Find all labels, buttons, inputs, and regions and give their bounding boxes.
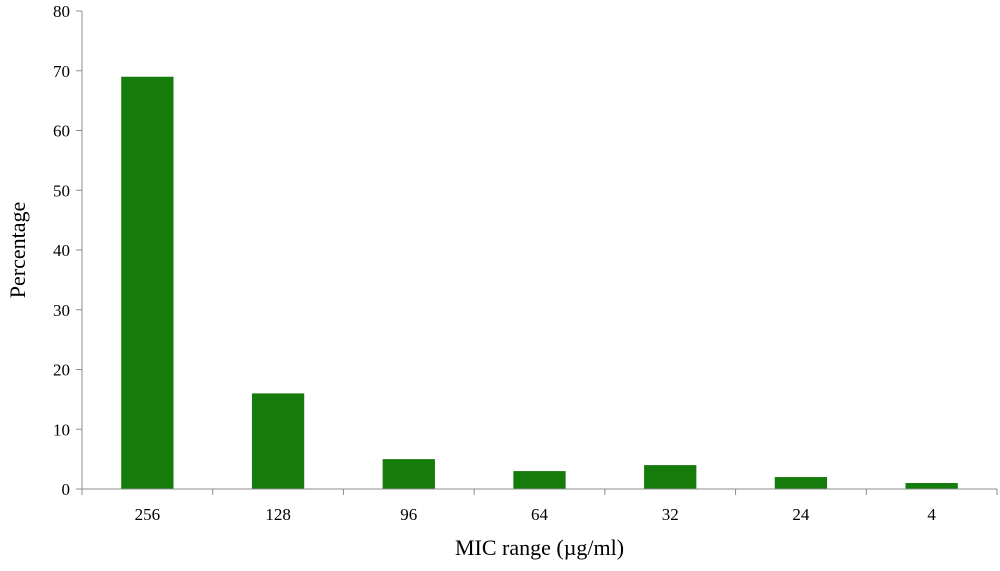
x-axis-ticks <box>81 489 998 495</box>
x-axis-title: MIC range (µg/ml) <box>455 535 624 560</box>
bar-32 <box>644 465 697 489</box>
x-tick-label: 96 <box>400 505 417 524</box>
x-tick-label: 64 <box>531 505 549 524</box>
bar-96 <box>382 459 435 489</box>
y-axis-ticks <box>76 10 82 490</box>
bars <box>121 76 958 489</box>
y-axis-tick-labels: 0 10 20 30 40 50 60 70 80 <box>53 2 70 499</box>
y-tick-label: 30 <box>53 301 70 320</box>
y-tick-label: 50 <box>53 181 70 200</box>
y-tick-label: 10 <box>53 420 70 439</box>
bar-24 <box>774 477 828 489</box>
bar-256 <box>121 76 174 489</box>
y-tick-label: 60 <box>53 122 70 141</box>
x-tick-label: 24 <box>792 505 810 524</box>
x-tick-label: 32 <box>662 505 679 524</box>
bar-4 <box>905 483 958 489</box>
bar-64 <box>513 471 566 489</box>
x-tick-label: 256 <box>135 505 161 524</box>
x-tick-label: 128 <box>265 505 291 524</box>
bar-128 <box>251 393 305 489</box>
y-tick-label: 80 <box>53 2 70 21</box>
y-axis-title: Percentage <box>5 202 30 299</box>
x-tick-label: 4 <box>927 505 936 524</box>
y-tick-label: 20 <box>53 361 70 380</box>
y-tick-label: 40 <box>53 241 70 260</box>
x-axis-tick-labels: 256 128 96 64 32 24 4 <box>135 505 937 524</box>
y-tick-label: 0 <box>62 480 71 499</box>
y-tick-label: 70 <box>53 62 70 81</box>
